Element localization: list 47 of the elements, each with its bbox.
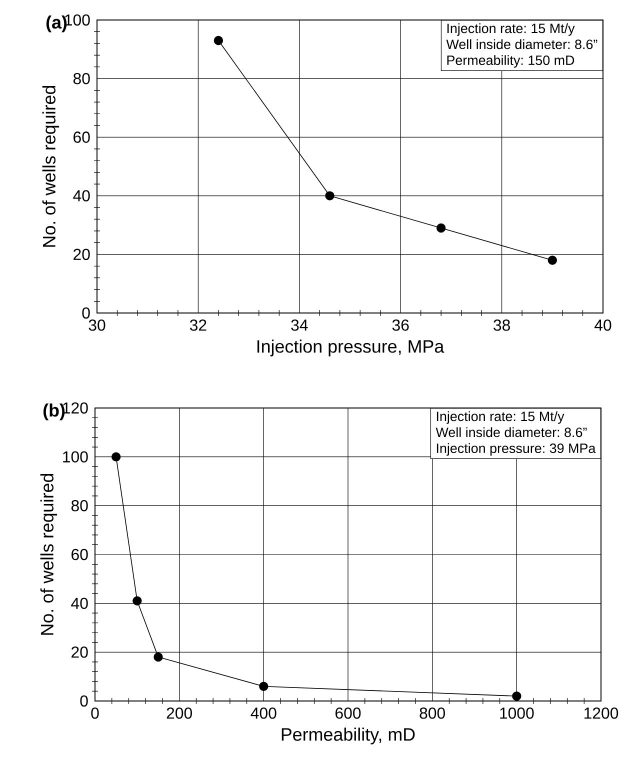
y-axis-title: No. of wells required — [42, 86, 60, 247]
x-tick-label: 34 — [291, 320, 308, 331]
y-tick-label: 40 — [73, 190, 90, 202]
point — [512, 692, 522, 701]
x-tick-label: 32 — [190, 320, 206, 331]
y-tick-label: 60 — [74, 132, 90, 143]
y-tick-label: 0 — [82, 307, 90, 319]
x-tick-label: 1000 — [500, 708, 534, 719]
y-tick-label: 20 — [72, 646, 88, 658]
x-tick-label: 40 — [594, 320, 612, 331]
x-tick-label: 0 — [91, 708, 99, 719]
y-tick-label: 100 — [65, 14, 90, 26]
point — [436, 223, 446, 233]
point — [259, 682, 268, 691]
point — [214, 36, 224, 46]
annotation: Injection rate: 15 Mt/y — [447, 23, 575, 36]
annotation: Injection rate: 15 Mt/y — [436, 411, 564, 424]
y-tick-label: 60 — [72, 548, 88, 560]
annotation: Well inside diameter: 8.6” — [446, 39, 598, 50]
x-tick-label: 600 — [336, 708, 361, 719]
annotation: Well inside diameter: 8.6” — [436, 427, 587, 438]
y-tick-label: 80 — [71, 500, 88, 512]
x-tick-label: 1200 — [584, 708, 618, 719]
annotation: Permeability: 150 mD — [447, 55, 574, 68]
point — [111, 452, 121, 462]
x-tick-label: 200 — [166, 708, 192, 719]
point — [548, 256, 558, 265]
y-tick-label: 80 — [73, 72, 90, 84]
y-tick-label: 0 — [80, 695, 88, 707]
x-axis-title: Permeability, mD — [282, 728, 415, 744]
x-tick-label: 36 — [392, 320, 409, 331]
y-tick-label: 120 — [63, 402, 88, 414]
y-tick-label: 100 — [63, 451, 88, 462]
x-tick-label: 800 — [420, 708, 445, 719]
y-tick-label: 40 — [71, 598, 88, 609]
chart-title: (b) — [43, 404, 65, 420]
x-axis-title: Injection pressure, MPa — [257, 340, 444, 356]
x-tick-label: 400 — [250, 708, 276, 719]
x-tick-label: 30 — [88, 320, 106, 331]
point — [154, 652, 163, 662]
point — [132, 596, 142, 606]
y-tick-label: 20 — [74, 248, 90, 260]
annotation: Injection pressure: 39 MPa — [436, 443, 596, 456]
point — [325, 191, 334, 200]
x-tick-label: 38 — [494, 320, 510, 331]
y-axis-title: No. of wells required — [40, 474, 58, 635]
chart-title: (a) — [46, 16, 67, 32]
